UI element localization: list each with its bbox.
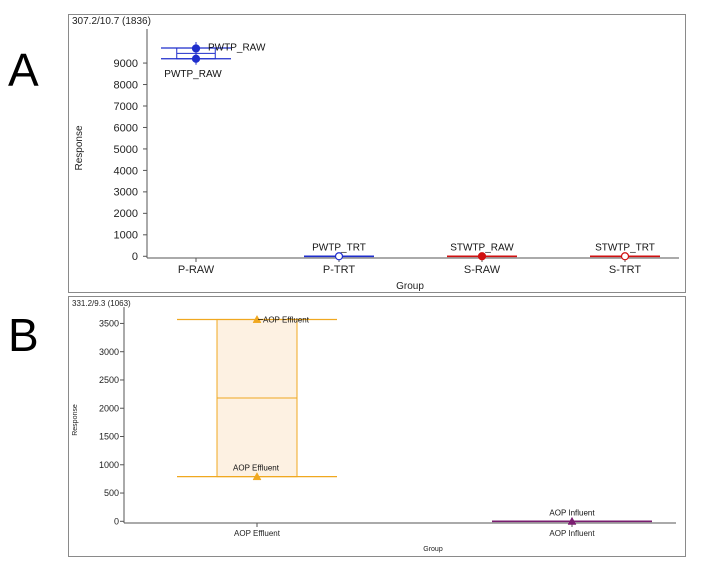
chart-b-y-tick-label: 2000: [99, 403, 119, 413]
chart-a-category-label: S-TRT: [609, 264, 641, 276]
chart-a-y-tick-label: 3000: [114, 187, 138, 199]
chart-a-frame: [68, 14, 686, 293]
chart-b-data-point: [567, 516, 577, 525]
chart-b-y-tick-label: 0: [114, 516, 119, 526]
chart-b-y-tick-label: 3500: [99, 319, 119, 329]
chart-a-y-tick-label: 9000: [114, 58, 138, 70]
chart-b-title: 331.2/9.3 (1063): [72, 299, 131, 308]
chart-b-point-label: AOP Influent: [549, 508, 595, 517]
chart-b-category-label: AOP Effluent: [234, 529, 281, 538]
chart-b-y-tick-label: 3000: [99, 347, 119, 357]
chart-b-data-point: [252, 472, 262, 481]
chart-b-x-axis-title: Group: [423, 546, 443, 553]
chart-a-y-tick-label: 1000: [114, 230, 138, 242]
chart-a-category-label: S-RAW: [464, 264, 501, 276]
chart-b-y-tick-label: 1500: [99, 432, 119, 442]
panel-label-b: B: [8, 309, 39, 361]
chart-a-y-tick-label: 2000: [114, 208, 138, 220]
chart-b-y-axis-title: Response: [72, 404, 79, 436]
chart-a-y-tick-label: 0: [132, 251, 138, 263]
chart-a-point-label: PWTP_RAW: [164, 69, 222, 80]
chart-a-y-tick-label: 6000: [114, 122, 138, 134]
chart-a-y-tick-label: 8000: [114, 79, 138, 91]
chart-a-point-label: STWTP_RAW: [450, 242, 514, 253]
chart-a-x-axis-title: Group: [396, 281, 424, 292]
chart-a-y-tick-label: 5000: [114, 144, 138, 156]
chart-a-data-point: [334, 252, 344, 261]
chart-a-title: 307.2/10.7 (1836): [72, 16, 151, 27]
chart-a-category-label: P-RAW: [178, 264, 215, 276]
chart-a-data-point: [620, 252, 630, 261]
chart-a-category-label: P-TRT: [323, 264, 355, 276]
chart-b-y-tick-label: 1000: [99, 460, 119, 470]
chart-a-point-label: PWTP_TRT: [312, 242, 366, 253]
chart-a-y-tick-label: 4000: [114, 165, 138, 177]
chart-b-y-tick-label: 2500: [99, 375, 119, 385]
chart-b-category-label: AOP Influent: [549, 529, 595, 538]
chart-a-y-tick-label: 7000: [114, 101, 138, 113]
chart-b-point-label: AOP Effluent: [263, 315, 310, 324]
chart-a-point-label: STWTP_TRT: [595, 242, 655, 253]
chart-b-point-label: AOP Effluent: [233, 464, 280, 473]
panel-label-a: A: [8, 44, 39, 96]
chart-a-point-label: PWTP_RAW: [208, 42, 266, 53]
chart-b-frame: [68, 296, 686, 557]
chart-a-data-point: [191, 44, 201, 53]
chart-a-data-point: [477, 252, 487, 261]
chart-b-y-tick-label: 500: [104, 488, 119, 498]
chart-a-y-axis-title: Response: [74, 125, 85, 170]
chart-b-data-point: [252, 314, 262, 323]
chart-a-data-point: [191, 54, 201, 63]
